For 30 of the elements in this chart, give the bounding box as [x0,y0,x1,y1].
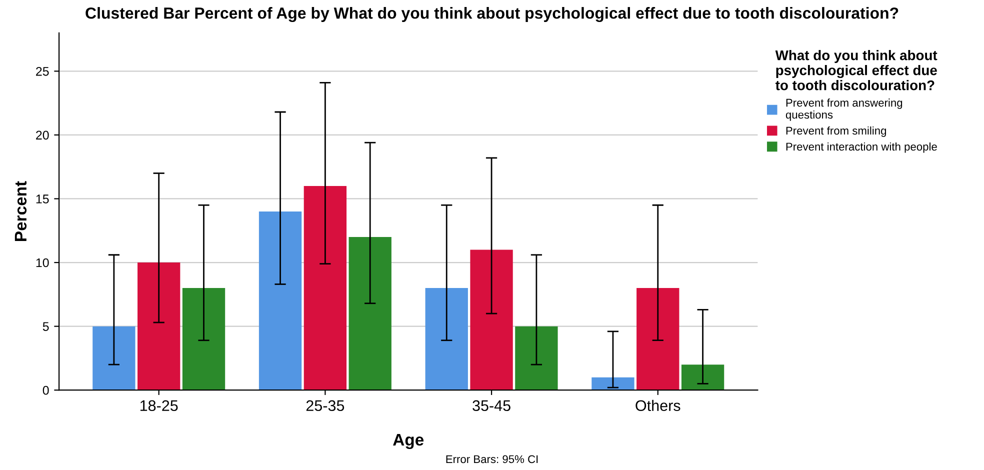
bar [681,364,724,390]
bar [470,250,513,390]
bar [92,326,136,390]
x-axis-title: Age [393,434,424,450]
bar [425,288,468,390]
bar [592,377,634,390]
y-tick-label: 10 [36,258,49,268]
chart-title: Clustered Bar Percent of Age by What do you think about psychological effect due to tooth discolouration? [86,7,898,22]
y-tick-label: 0 [42,386,49,395]
y-axis-title: Percent [14,181,27,241]
bar [636,288,680,390]
y-tick-label: 15 [36,194,49,204]
y-tick-label: 5 [42,322,49,331]
x-tick-label: 18-25 [140,400,178,412]
y-tick-label: 25 [36,66,49,76]
bar [258,212,302,390]
x-tick-label: 35-45 [472,400,510,412]
bar [515,326,558,390]
legend-label: Prevent from answering questions [786,98,902,121]
bar [182,288,226,390]
x-tick-label: Others [636,400,680,412]
text: Error Bars: 95% CI [446,455,538,464]
bar [348,237,392,390]
bar [138,262,180,390]
x-tick-label: 25-35 [306,400,344,412]
legend-label: Prevent from smiling [786,126,886,137]
bar [304,186,347,390]
legend-label: Prevent interaction with people [786,142,937,153]
legend-title: What do you think about psychological effect due to tooth discolouration? [775,50,938,90]
y-tick-label: 20 [36,130,49,140]
